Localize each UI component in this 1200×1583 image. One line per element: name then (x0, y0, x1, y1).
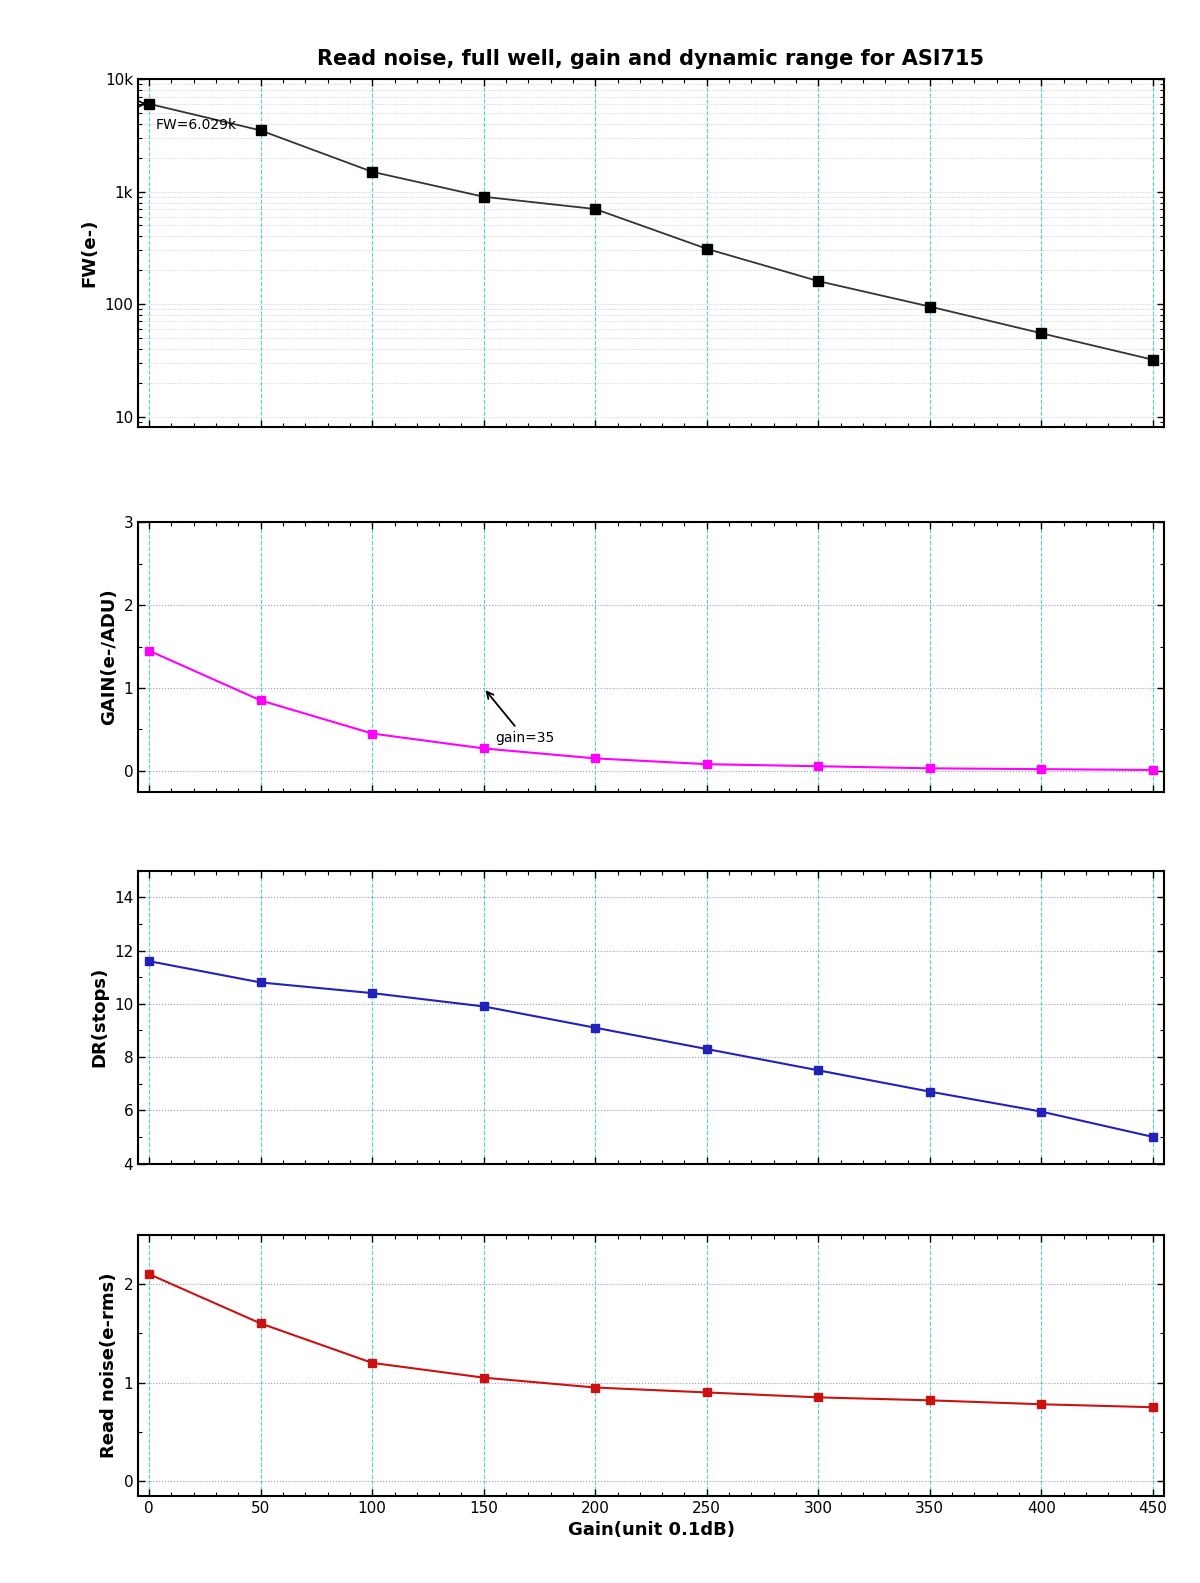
Y-axis label: FW(e-): FW(e-) (80, 218, 98, 288)
Title: Read noise, full well, gain and dynamic range for ASI715: Read noise, full well, gain and dynamic … (318, 49, 984, 70)
X-axis label: Gain(unit 0.1dB): Gain(unit 0.1dB) (568, 1521, 734, 1539)
Text: gain=35: gain=35 (487, 692, 554, 746)
Text: FW=6.029k: FW=6.029k (156, 117, 236, 131)
Y-axis label: GAIN(e-/ADU): GAIN(e-/ADU) (100, 589, 118, 725)
Y-axis label: Read noise(e-rms): Read noise(e-rms) (100, 1273, 118, 1458)
Y-axis label: DR(stops): DR(stops) (90, 967, 108, 1067)
